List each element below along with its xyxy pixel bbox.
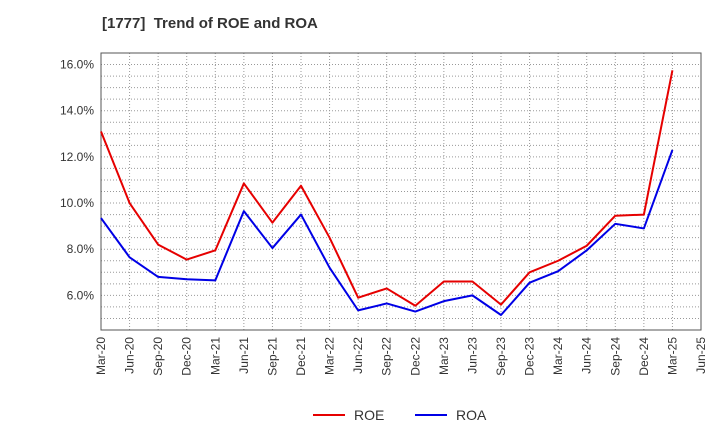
legend-label-roe: ROE [354, 407, 384, 423]
x-axis-ticks: Mar-20 Jun-20 Sep-20 Dec-20 Mar-21 Jun-21 Sep-… [94, 337, 708, 376]
legend: ROE ROA [313, 407, 487, 423]
x-tick-label: Sep-23 [494, 337, 508, 376]
x-tick-label: Jun-23 [465, 337, 479, 374]
axes [100, 52, 702, 331]
x-tick-label: Sep-20 [151, 337, 165, 376]
x-tick-label: Jun-22 [351, 337, 365, 374]
x-tick-label: Sep-22 [380, 337, 394, 376]
x-tick-label: Dec-21 [294, 337, 308, 376]
x-tick-label: Mar-25 [665, 337, 679, 375]
x-tick-label: Sep-24 [608, 337, 622, 376]
x-tick-label: Jun-20 [123, 337, 137, 374]
x-tick-label: Mar-24 [551, 337, 565, 375]
x-tick-label: Dec-23 [523, 337, 537, 376]
x-tick-label: Jun-21 [237, 337, 251, 374]
x-tick-label: Dec-22 [408, 337, 422, 376]
series-line-roe [100, 70, 674, 307]
y-tick-label: 14.0% [60, 104, 94, 118]
x-tick-label: Mar-21 [208, 337, 222, 375]
x-tick-label: Mar-22 [323, 337, 337, 375]
x-tick-label: Jun-24 [580, 337, 594, 374]
y-tick-label: 16.0% [60, 58, 94, 72]
series-line-roa [100, 149, 674, 316]
legend-label-roa: ROA [456, 407, 487, 423]
y-tick-label: 8.0% [67, 242, 95, 256]
plot-frame [100, 52, 702, 331]
series-group [100, 70, 674, 316]
x-tick-label: Mar-20 [94, 337, 108, 375]
x-tick-label: Mar-23 [437, 337, 451, 375]
chart-title: [1777] Trend of ROE and ROA [102, 15, 318, 32]
y-tick-label: 10.0% [60, 196, 94, 210]
x-tick-label: Sep-21 [265, 337, 279, 376]
y-axis-ticks: 6.0% 8.0% 10.0% 12.0% 14.0% 16.0% [60, 58, 94, 303]
x-tick-label: Jun-25 [694, 337, 708, 374]
y-tick-label: 12.0% [60, 150, 94, 164]
grid [100, 52, 702, 331]
y-tick-label: 6.0% [67, 288, 95, 302]
x-tick-label: Dec-20 [180, 337, 194, 376]
x-tick-label: Dec-24 [637, 337, 651, 376]
